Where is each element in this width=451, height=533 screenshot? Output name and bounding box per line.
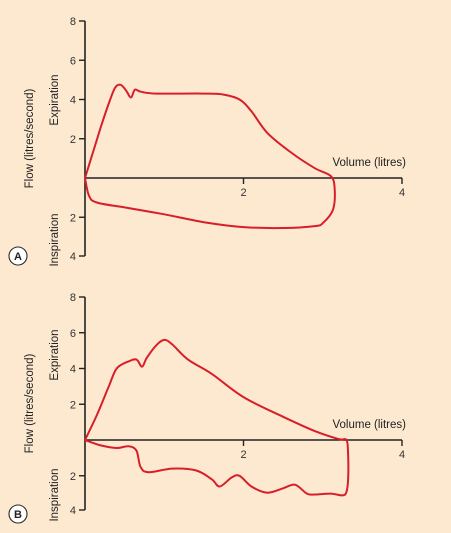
flow-volume-loop-b — [84, 338, 350, 497]
y-tick-label: 2 — [70, 134, 76, 146]
panel-badge-label: B — [14, 509, 22, 521]
y-tick-label: 8 — [70, 292, 76, 304]
y-tick-label: 6 — [70, 55, 76, 67]
inspiration-label: Inspiration — [49, 468, 61, 521]
x-axis-title: Volume (litres) — [333, 419, 407, 431]
flow-volume-loop-a — [84, 83, 336, 230]
chart-panel-a: 8 6 4 2 2 4 2 4 Volume (litres) Flow (litres/seco… — [8, 16, 407, 267]
panel-badge — [8, 246, 28, 266]
expiration-label: Expiration — [49, 329, 61, 380]
chart-panel-b: 8 6 4 2 2 4 2 4 Volume (litres) Flow (litres/seco… — [8, 292, 407, 524]
y-tick-label: 4 — [70, 364, 76, 376]
x-tick-label: 4 — [399, 449, 405, 461]
panel-badge-label: A — [14, 251, 22, 263]
expiration-label: Expiration — [49, 74, 61, 125]
y-axis-title: Flow (litres/second) — [24, 353, 36, 453]
y-tick-label: 4 — [70, 95, 76, 107]
x-tick-label: 4 — [399, 187, 405, 199]
panel-badge — [8, 504, 28, 524]
y-tick-label: 2 — [70, 399, 76, 411]
y-tick-label: 4 — [70, 505, 76, 517]
y-tick-label: 4 — [70, 251, 76, 263]
y-tick-label: 6 — [70, 328, 76, 340]
inspiration-label: Inspiration — [49, 213, 61, 266]
x-tick-label: 2 — [240, 449, 246, 461]
y-tick-label: 2 — [70, 471, 76, 483]
y-axis-title: Flow (litres/second) — [24, 88, 36, 188]
x-tick-label: 2 — [240, 187, 246, 199]
y-tick-label: 2 — [70, 212, 76, 224]
y-tick-label: 8 — [70, 16, 76, 28]
x-axis-title: Volume (litres) — [333, 157, 407, 169]
